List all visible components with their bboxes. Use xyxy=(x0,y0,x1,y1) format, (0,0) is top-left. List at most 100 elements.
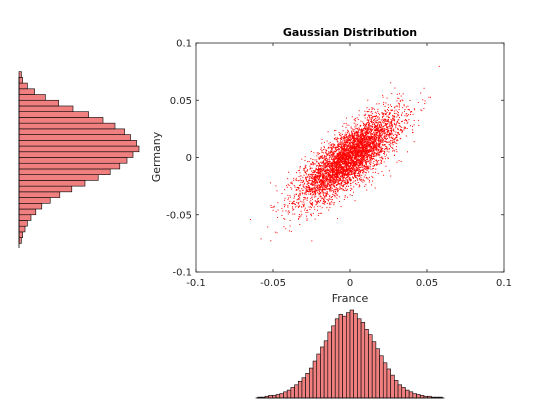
scatter-point xyxy=(318,165,320,167)
scatter-point xyxy=(322,191,324,193)
scatter-point xyxy=(293,194,295,196)
scatter-point xyxy=(331,183,333,185)
scatter-point xyxy=(373,139,375,141)
scatter-point xyxy=(298,206,300,208)
scatter-point xyxy=(272,206,274,208)
scatter-point xyxy=(314,188,316,190)
scatter-point xyxy=(356,134,358,136)
scatter-point xyxy=(315,180,317,182)
scatter-point xyxy=(289,219,291,221)
scatter-point xyxy=(356,155,358,157)
scatter-point xyxy=(354,135,356,137)
scatter-point xyxy=(385,124,387,126)
scatter-point xyxy=(359,150,361,152)
scatter-point xyxy=(382,141,384,143)
scatter-point xyxy=(341,162,343,164)
scatter-point xyxy=(350,178,352,180)
scatter-point xyxy=(310,204,312,206)
scatter-point xyxy=(344,168,346,170)
scatter-point xyxy=(327,147,329,149)
scatter-point xyxy=(397,132,399,134)
scatter-point xyxy=(340,154,342,156)
scatter-point xyxy=(363,141,365,143)
scatter-point xyxy=(338,179,340,181)
scatter-point xyxy=(363,176,365,178)
scatter-point xyxy=(350,137,352,139)
scatter-point xyxy=(343,138,345,140)
scatter-point xyxy=(361,157,363,159)
scatter-point xyxy=(295,179,297,181)
scatter-point xyxy=(338,164,340,166)
scatter-point xyxy=(317,169,319,171)
scatter-point xyxy=(376,134,378,136)
scatter-point xyxy=(369,150,371,152)
scatter-point xyxy=(347,168,349,170)
scatter-point xyxy=(365,129,367,131)
scatter-point xyxy=(363,144,365,146)
scatter-point xyxy=(353,152,355,154)
scatter-point xyxy=(342,178,344,180)
scatter-point xyxy=(382,121,384,123)
scatter-point xyxy=(316,161,318,163)
scatter-point xyxy=(313,163,315,165)
scatter-point xyxy=(329,169,331,171)
scatter-point xyxy=(372,128,374,130)
scatter-point xyxy=(375,138,377,140)
scatter-point xyxy=(357,153,359,155)
scatter-point xyxy=(359,163,361,165)
scatter-point xyxy=(321,171,323,173)
scatter-point xyxy=(390,121,392,123)
scatter-point xyxy=(364,147,366,149)
scatter-point xyxy=(401,112,403,114)
scatter-point xyxy=(378,138,380,140)
scatter-point xyxy=(338,161,340,163)
scatter-point xyxy=(377,125,379,127)
scatter-point xyxy=(336,170,338,172)
scatter-point xyxy=(326,160,328,162)
scatter-point xyxy=(376,119,378,121)
scatter-point xyxy=(403,129,405,131)
scatter-point xyxy=(340,147,342,148)
scatter-point xyxy=(407,121,409,123)
scatter-point xyxy=(336,154,338,156)
scatter-point xyxy=(368,181,370,183)
scatter-point xyxy=(349,170,351,172)
scatter-point xyxy=(330,169,332,171)
scatter-point xyxy=(357,135,359,137)
scatter-point xyxy=(387,115,389,117)
scatter-point xyxy=(386,115,388,117)
scatter-point xyxy=(344,169,346,171)
scatter-point xyxy=(336,162,338,164)
scatter-point xyxy=(353,166,355,168)
scatter-point xyxy=(320,157,322,159)
scatter-point xyxy=(373,164,375,166)
scatter-point xyxy=(398,133,400,135)
scatter-point xyxy=(347,136,349,138)
scatter-point xyxy=(389,125,391,127)
scatter-point xyxy=(369,145,371,147)
scatter-point xyxy=(357,158,359,160)
scatter-point xyxy=(401,126,403,128)
scatter-point xyxy=(344,172,346,174)
scatter-point xyxy=(304,171,306,173)
scatter-point xyxy=(323,160,325,162)
scatter-point xyxy=(335,194,337,196)
scatter-point xyxy=(332,180,334,182)
scatter-point xyxy=(345,168,347,170)
scatter-point xyxy=(336,139,338,141)
scatter-point xyxy=(364,151,366,153)
scatter-point xyxy=(346,161,348,162)
scatter-point xyxy=(349,167,351,169)
scatter-point xyxy=(382,113,384,115)
scatter-point xyxy=(378,138,380,140)
scatter-point xyxy=(342,142,344,144)
scatter-point xyxy=(370,131,372,133)
scatter-point xyxy=(341,171,343,173)
scatter-point xyxy=(315,186,317,188)
scatter-point xyxy=(338,134,340,136)
scatter-point xyxy=(403,110,405,112)
scatter-point xyxy=(396,136,398,138)
scatter-point xyxy=(353,160,355,162)
scatter-point xyxy=(366,150,368,152)
scatter-point xyxy=(336,189,338,191)
